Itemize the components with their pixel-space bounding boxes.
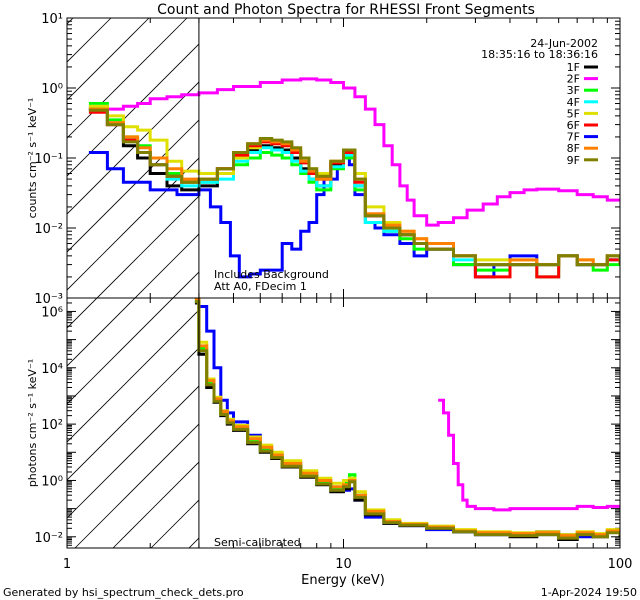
hatch-line [265, 18, 640, 548]
legend-label: 8F [567, 142, 580, 155]
x-tick-label: 100 [608, 557, 633, 572]
series-1F-photon [194, 301, 620, 541]
series-8F-photon [194, 298, 620, 538]
excluded-energy-hatch [67, 18, 640, 548]
count-panel-y-label: counts cm⁻² s⁻¹ keV⁻¹ [26, 98, 39, 219]
hatch-line [455, 18, 640, 548]
x-tick-label: 1 [63, 557, 71, 572]
y-tick-label: 10⁴ [41, 362, 63, 377]
hatch-line [67, 347, 199, 481]
annotation-semi-calibrated: Semi-calibrated [214, 536, 301, 549]
hatch-line [417, 18, 640, 548]
count-panel-series [88, 77, 620, 279]
series-2F-photon [438, 398, 620, 512]
hatch-line [67, 18, 112, 63]
legend-label: 4F [567, 96, 580, 109]
legend-label: 1F [567, 61, 580, 74]
hatch-line [607, 18, 640, 548]
x-axis-label: Energy (keV) [301, 573, 385, 588]
legend-label: 2F [567, 73, 580, 86]
count-panel-axes: 10⁻³ 10⁻² 10⁻¹ 10⁰ 10¹ [34, 12, 621, 307]
y-tick-label: 10⁻² [34, 531, 63, 546]
y-tick-label: 10² [41, 418, 63, 433]
x-tick-label: 10 [335, 557, 352, 572]
y-tick-label: 10⁰ [41, 474, 63, 489]
footer-timestamp: 1-Apr-2024 19:50 [541, 586, 637, 599]
legend-label: 7F [567, 131, 580, 144]
y-tick-label: 10¹ [41, 12, 63, 27]
y-tick-label: 10⁰ [41, 82, 63, 97]
series-3F-photon [194, 298, 620, 539]
hatch-line [67, 81, 199, 215]
hatch-line [379, 18, 640, 548]
hatch-line [67, 271, 199, 405]
chart-title: Count and Photon Spectra for RHESSI Fron… [157, 2, 535, 18]
legend-label: 9F [567, 154, 580, 167]
series-7F-photon [198, 305, 620, 539]
hatch-line [531, 18, 640, 548]
hatch-line [67, 233, 199, 367]
hatch-line [112, 461, 199, 548]
hatch-line [74, 423, 199, 548]
time-range-label: 18:35:16 to 18:36:16 [481, 48, 598, 61]
y-tick-label: 10⁻¹ [34, 152, 63, 167]
series-8F-count [88, 107, 620, 267]
annotation-attenuator: Att A0, FDecim 1 [214, 280, 307, 293]
date-label: 24-Jun-2002 [530, 37, 598, 50]
legend-label: 3F [567, 84, 580, 97]
y-tick-label: 10⁻² [34, 222, 63, 237]
series-9F-count [88, 108, 620, 267]
y-tick-label: 10⁻³ [34, 292, 63, 307]
series-5F-photon [194, 298, 620, 537]
footer-generated-by: Generated by hsi_spectrum_check_dets.pro [3, 586, 244, 599]
hatch-line [67, 385, 199, 519]
photon-panel-axes: 10⁻² 10⁰ 10² 10⁴ 10⁶ 1 10 100 [34, 297, 633, 572]
y-tick-label: 10⁶ [41, 305, 63, 320]
series-9F-photon [194, 300, 620, 540]
photon-panel-y-label: photons cm⁻² s⁻¹ keV⁻¹ [26, 359, 39, 487]
hatch-line [67, 157, 199, 291]
annotation-background: Includes Background [214, 268, 329, 281]
photon-panel-series [194, 298, 620, 541]
hatch-line [341, 18, 640, 548]
legend-label: 6F [567, 119, 580, 132]
hatch-line [67, 195, 199, 329]
legend-label: 5F [567, 107, 580, 120]
photon-panel-frame [66, 297, 621, 549]
